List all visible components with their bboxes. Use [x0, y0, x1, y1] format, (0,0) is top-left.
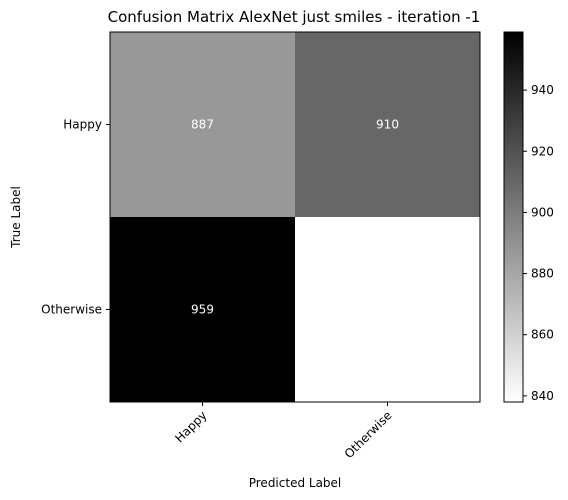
- x-axis-label: Predicted Label: [249, 476, 342, 490]
- colorbar-tick-label: 940: [531, 83, 554, 97]
- cell-value-label: 887: [191, 118, 214, 132]
- colorbar-tick-label: 860: [531, 328, 554, 342]
- y-tick-label: Otherwise: [41, 303, 102, 317]
- y-axis-label: True Label: [9, 186, 23, 249]
- colorbar-tick-label: 840: [531, 389, 554, 403]
- colorbar-ticks: 840 860 880 900 920 940: [523, 83, 554, 403]
- colorbar: [503, 31, 524, 403]
- y-tick-label: Happy: [63, 118, 102, 132]
- matrix-cell: [295, 32, 480, 217]
- cell-value-label: 959: [191, 303, 214, 317]
- matrix-cell: [110, 32, 295, 217]
- matrix-cell: [295, 217, 480, 402]
- cell-value-label: 910: [376, 118, 399, 132]
- matrix-cell: [110, 217, 295, 402]
- colorbar-tick-label: 880: [531, 267, 554, 281]
- chart-title: Confusion Matrix AlexNet just smiles - i…: [108, 8, 481, 26]
- colorbar-tick-label: 920: [531, 144, 554, 158]
- plot-frame: [109, 31, 481, 403]
- matrix-cells: 887 910 959: [110, 32, 480, 402]
- colorbar-tick-label: 900: [531, 205, 554, 219]
